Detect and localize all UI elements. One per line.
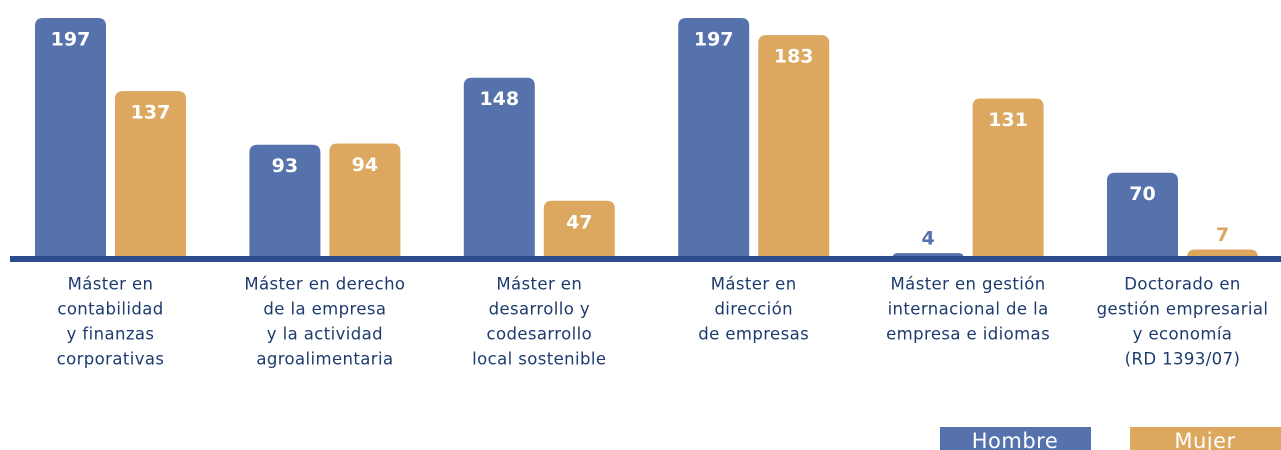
value-label: 148: [479, 88, 519, 110]
bar: [758, 35, 830, 258]
baseline: [10, 256, 1281, 262]
bar: [249, 144, 321, 258]
bar: [329, 143, 401, 258]
x-tick-label: Máster en derecho: [244, 275, 405, 294]
x-tick-label: Máster en: [711, 275, 797, 294]
value-label: 47: [566, 211, 592, 233]
bar: [543, 200, 615, 258]
x-tick-label: gestión empresarial: [1097, 300, 1269, 319]
x-tick-label: y la actividad: [267, 325, 383, 344]
x-tick-label: y finanzas: [67, 325, 155, 344]
value-label: 131: [988, 109, 1028, 131]
bar: [1187, 249, 1258, 258]
x-tick-label: de empresas: [698, 325, 809, 344]
legend-label: Hombre: [972, 429, 1059, 450]
x-tick-label: internacional de la: [888, 300, 1049, 319]
x-tick-label: (RD 1393/07): [1125, 350, 1241, 369]
legend-label: Mujer: [1174, 429, 1235, 450]
value-label: 93: [272, 155, 298, 177]
value-label: 94: [352, 154, 378, 176]
x-tick-label: Máster en: [68, 275, 154, 294]
x-tick-label: dirección: [714, 300, 793, 319]
value-label: 4: [921, 228, 934, 250]
x-tick-label: local sostenible: [472, 350, 606, 369]
x-tick-label: empresa e idiomas: [886, 325, 1050, 344]
bar: [463, 77, 535, 259]
bar: [1107, 172, 1178, 258]
x-tick-label: Doctorado en: [1124, 275, 1241, 294]
legend-swatch: [1130, 427, 1281, 450]
x-tick-label: agroalimentaria: [256, 350, 393, 369]
value-label: 137: [131, 102, 171, 124]
value-label: 197: [51, 29, 91, 51]
x-tick-label: Máster en gestión: [891, 275, 1046, 294]
bar: [35, 18, 106, 258]
legend-swatch: [940, 427, 1091, 450]
value-label: 197: [694, 29, 734, 51]
x-tick-label: Máster en: [496, 275, 582, 294]
value-label: 7: [1216, 224, 1229, 246]
bar: [678, 18, 750, 258]
value-label: 70: [1129, 183, 1155, 205]
x-tick-label: de la empresa: [263, 300, 386, 319]
x-tick-label: codesarrollo: [487, 325, 593, 344]
bar: [115, 91, 186, 258]
x-tick-label: corporativas: [57, 350, 165, 369]
bar: [972, 98, 1044, 258]
x-tick-label: y economía: [1133, 325, 1233, 344]
x-tick-label: contabilidad: [57, 300, 163, 319]
value-label: 183: [774, 46, 814, 68]
x-tick-label: desarrollo y: [489, 300, 590, 319]
